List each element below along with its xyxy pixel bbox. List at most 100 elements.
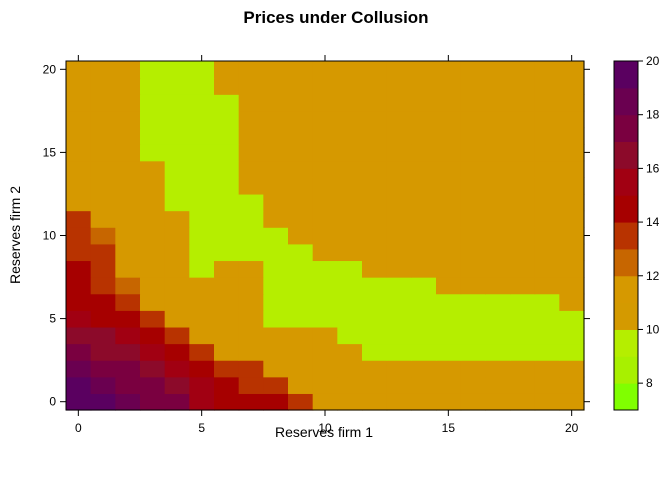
heatmap-cell [362,376,388,394]
heatmap-cell [140,127,166,145]
heatmap-cell [559,94,585,112]
heatmap-cell [510,376,536,394]
heatmap-cell [534,144,560,162]
heatmap-cell [140,193,166,212]
heatmap-cell [90,326,116,345]
heatmap-cell [559,360,585,378]
heatmap-cell [263,110,289,129]
heatmap-cell [263,277,289,295]
colorbar-tick-label: 18 [646,108,660,122]
heatmap-cell [386,376,412,394]
heatmap-cell [534,177,560,195]
heatmap-cell [510,326,536,345]
heatmap-cell [238,94,264,112]
heatmap-cell [214,376,240,394]
colorbar-tick-label: 20 [646,54,660,68]
heatmap-cell [189,210,215,228]
heatmap-cell [312,277,338,295]
heatmap-cell [337,343,363,361]
heatmap-cell [90,393,116,411]
heatmap-cell [214,227,240,245]
colorbar [614,61,638,411]
heatmap-cell [263,61,289,79]
heatmap-cell [362,360,388,378]
heatmap-cell [140,144,166,162]
heatmap-cell [559,310,585,328]
x-tick-label: 5 [198,421,205,435]
heatmap-cell [189,376,215,394]
colorbar-bin [614,275,638,304]
colorbar-frame [613,60,639,411]
heatmap-cell [411,61,437,79]
heatmap-cell [510,110,536,129]
heatmap-cell [460,243,486,262]
heatmap-cell [189,61,215,79]
heatmap-cell [90,243,116,262]
heatmap-cell [140,260,166,278]
heatmap-cell [436,177,462,195]
heatmap-cell [362,127,388,145]
heatmap-cell [460,210,486,228]
y-tick-label: 10 [43,229,57,243]
heatmap-cell [214,393,240,411]
heatmap-cell [386,177,412,195]
heatmap-cell [386,310,412,328]
heatmap-cell [386,326,412,345]
heatmap-cell [214,243,240,262]
heatmap-cell [189,243,215,262]
heatmap-cell [140,177,166,195]
heatmap-cell [66,376,92,394]
heatmap-cell [460,110,486,129]
heatmap-cell [436,310,462,328]
heatmap-cell [288,393,314,411]
heatmap-cell [288,343,314,361]
heatmap-cell [263,127,289,145]
heatmap-cell [559,193,585,212]
heatmap-cell [362,326,388,345]
heatmap-cell [263,243,289,262]
heatmap-cell [140,376,166,394]
heatmap-cell [312,77,338,95]
heatmap-cell [66,360,92,378]
heatmap-cell [140,310,166,328]
heatmap-cell [312,343,338,361]
heatmap-cell [288,293,314,311]
heatmap-cell [411,227,437,245]
colorbar-bin [614,87,638,116]
heatmap-cell [510,61,536,79]
heatmap-cell [559,177,585,195]
heatmap-cell [362,210,388,228]
heatmap-cell [66,326,92,345]
heatmap-cell [337,376,363,394]
heatmap-cell [189,77,215,95]
heatmap-cell [510,310,536,328]
heatmap-cell [460,260,486,278]
heatmap-cell [386,360,412,378]
heatmap-cell [485,144,511,162]
heatmap-cell [164,94,190,112]
heatmap-cell [485,110,511,129]
heatmap-cell [214,210,240,228]
heatmap-cell [386,210,412,228]
heatmap-cell [90,160,116,178]
heatmap-cell [362,293,388,311]
heatmap-cell [115,61,141,79]
heatmap-cell [312,360,338,378]
heatmap-cell [411,144,437,162]
heatmap-cell [411,393,437,411]
heatmap-cell [559,343,585,361]
heatmap-cell [140,110,166,129]
heatmap-cell [263,177,289,195]
heatmap-cell [90,293,116,311]
colorbar-bin [614,302,638,330]
heatmap-cell [115,177,141,195]
heatmap-cell [214,277,240,295]
heatmap-cell [214,326,240,345]
heatmap-cell [510,293,536,311]
heatmap-cell [436,227,462,245]
heatmap-cell [534,260,560,278]
colorbar-bin [614,168,638,196]
heatmap-cell [436,94,462,112]
heatmap-cell [164,376,190,394]
heatmap-cell [485,343,511,361]
